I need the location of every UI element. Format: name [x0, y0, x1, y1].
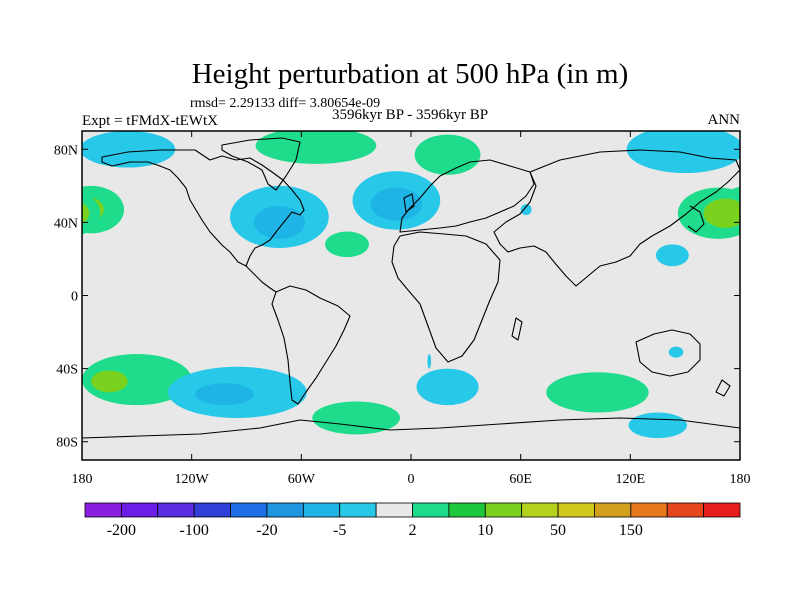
- colorbar-label: 150: [619, 522, 643, 539]
- colorbar-swatch: [157, 502, 195, 518]
- coastline-madagascar: [511, 317, 523, 341]
- colorbar-label: 2: [409, 522, 417, 539]
- colorbar-swatch: [412, 502, 450, 518]
- anomaly-layer: [82, 131, 740, 439]
- coastline-south-america: [271, 285, 351, 405]
- anomaly-region-blue: [195, 383, 254, 406]
- colorbar-swatch: [339, 502, 377, 518]
- colorbar-label: -100: [180, 522, 209, 539]
- colorbar: -200 -100 -20 -5 2 10 50 150: [84, 502, 741, 539]
- anomaly-region-green: [82, 191, 101, 235]
- longitude-axis: 180 120W 60W 0 60E 120E 180: [72, 131, 751, 487]
- anomaly-region-green: [312, 401, 401, 435]
- colorbar-swatch: [521, 502, 559, 518]
- anomaly-region-light-blue: [82, 131, 176, 168]
- coastlines: [82, 137, 740, 439]
- latitude-axis: 80N 40N 0 40S 80S: [54, 143, 740, 451]
- colorbar-swatch: [266, 502, 304, 518]
- lat-tick-label: 0: [71, 290, 78, 305]
- anomaly-region-light-blue: [655, 244, 689, 267]
- coastline-asia: [493, 149, 740, 287]
- lon-tick-label: 60E: [509, 472, 532, 487]
- colorbar-label: 10: [477, 522, 493, 539]
- lon-tick-label: 180: [72, 472, 93, 487]
- lat-tick-label: 40S: [56, 363, 78, 378]
- colorbar-swatch: [193, 502, 231, 518]
- colorbar-label: -200: [107, 522, 136, 539]
- anomaly-region-green: [82, 353, 192, 406]
- colorbar-swatch: [666, 502, 705, 518]
- lon-tick-label: 120W: [175, 472, 210, 487]
- colorbar-swatch: [484, 502, 523, 518]
- coastline-antarctica: [82, 417, 740, 439]
- period-label: 3596kyr BP - 3596kyr BP: [332, 107, 488, 123]
- anomaly-region-light-blue: [427, 353, 432, 369]
- colorbar-swatch: [594, 502, 632, 518]
- colorbar-swatch: [557, 502, 595, 518]
- anomaly-region-light-blue: [738, 144, 740, 155]
- anomaly-region-light-blue: [668, 346, 684, 358]
- anomaly-region-light-blue: [416, 368, 479, 406]
- lat-tick-label: 40N: [54, 216, 78, 231]
- colorbar-label: 50: [550, 522, 566, 539]
- anomaly-region-light-blue: [520, 204, 532, 216]
- colorbar-swatch: [120, 502, 159, 518]
- lon-tick-label: 60W: [288, 472, 316, 487]
- season-label: ANN: [708, 112, 741, 128]
- anomaly-region-light-blue: [628, 412, 687, 439]
- lon-tick-label: 120E: [616, 472, 646, 487]
- experiment-label: Expt = tFMdX-tEWtX: [82, 113, 218, 129]
- lat-tick-label: 80S: [56, 436, 78, 451]
- colorbar-swatch: [302, 502, 341, 518]
- coastline-africa: [391, 231, 501, 363]
- colorbar-swatch: [703, 502, 741, 518]
- map-panel: 80N 40N 0 40S 80S 180 120W 60W 0 60E 120E 180: [54, 130, 751, 487]
- anomaly-region-yellow-green: [703, 198, 740, 228]
- colorbar-swatch: [230, 502, 268, 518]
- anomaly-region-blue: [253, 205, 305, 239]
- coastline-japan: [687, 205, 705, 233]
- stats-line: rmsd= 2.29133 diff= 3.80654e-09: [190, 96, 380, 111]
- coastline-uk: [403, 193, 415, 213]
- anomaly-region-yellow-green: [91, 370, 128, 393]
- colorbar-swatch: [375, 502, 413, 518]
- figure-title: Height perturbation at 500 hPa (in m): [192, 58, 629, 90]
- colorbar-label: -20: [256, 522, 277, 539]
- colorbar-swatch: [630, 502, 668, 518]
- anomaly-region-green: [325, 231, 369, 258]
- coastline-new-zealand: [715, 379, 731, 397]
- anomaly-region-green: [414, 134, 481, 175]
- anomaly-region-green: [546, 372, 649, 413]
- colorbar-label: -5: [333, 522, 346, 539]
- coastline-greenland: [221, 137, 301, 191]
- colorbar-swatch: [448, 502, 486, 518]
- anomaly-region-yellow-green: [82, 202, 90, 225]
- lon-tick-label: 180: [730, 472, 751, 487]
- coastline-australia: [635, 329, 701, 377]
- colorbar-swatch: [84, 502, 122, 518]
- coastline-central-america: [245, 265, 277, 293]
- anomaly-region-green: [255, 131, 377, 164]
- anomaly-region-light-blue: [626, 131, 740, 174]
- lon-tick-label: 0: [408, 472, 415, 487]
- lat-tick-label: 80N: [54, 143, 78, 158]
